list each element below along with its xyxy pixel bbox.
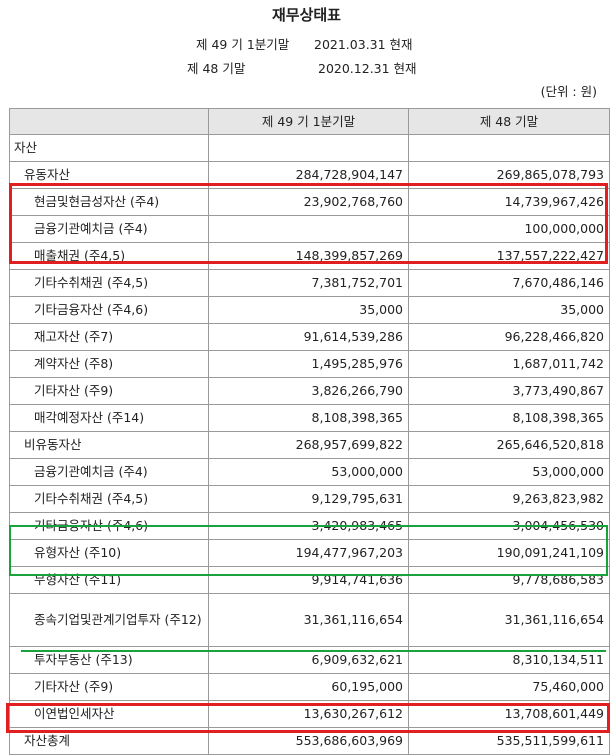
table-row: 금융기관예치금 (주4) 53,000,000 53,000,000 xyxy=(9,458,610,486)
balance-sheet-table: 제 49 기 1분기말 제 48 기말 자산 유동자산 284,728,904,… xyxy=(9,108,610,755)
row-prior: 75,460,000 xyxy=(408,673,610,701)
row-label: 자산 xyxy=(9,134,209,162)
row-prior: 265,646,520,818 xyxy=(408,431,610,459)
row-label: 재고자산 (주7) xyxy=(9,323,209,351)
table-row: 자산 xyxy=(9,134,610,162)
table-row: 매출채권 (주4,5) 148,399,857,269 137,557,222,… xyxy=(9,242,610,270)
table-row: 무형자산 (주11) 9,914,741,636 9,778,686,583 xyxy=(9,566,610,594)
row-prior: 269,865,078,793 xyxy=(408,161,610,189)
row-prior: 14,739,967,426 xyxy=(408,188,610,216)
row-label: 매각예정자산 (주14) xyxy=(9,404,209,432)
row-current: 268,957,699,822 xyxy=(208,431,409,459)
row-prior: 100,000,000 xyxy=(408,215,610,243)
row-label: 금융기관예치금 (주4) xyxy=(9,458,209,486)
row-current: 31,361,116,654 xyxy=(208,593,409,647)
table-row: 기타수취채권 (주4,5) 7,381,752,701 7,670,486,14… xyxy=(9,269,610,297)
row-label: 비유동자산 xyxy=(9,431,209,459)
row-label: 기타수취채권 (주4,5) xyxy=(9,485,209,513)
row-label: 기타금융자산 (주4,6) xyxy=(9,512,209,540)
table-row: 계약자산 (주8) 1,495,285,976 1,687,011,742 xyxy=(9,350,610,378)
statement-title: 재무상태표 xyxy=(271,6,341,24)
header-label xyxy=(9,108,209,135)
row-current: 35,000 xyxy=(208,296,409,324)
row-prior: 137,557,222,427 xyxy=(408,242,610,270)
row-label: 유동자산 xyxy=(9,161,209,189)
row-label: 계약자산 (주8) xyxy=(9,350,209,378)
row-current: 3,420,983,465 xyxy=(208,512,409,540)
row-prior: 53,000,000 xyxy=(408,458,610,486)
table-row: 기타금융자산 (주4,6) 3,420,983,465 3,004,456,53… xyxy=(9,512,610,540)
table-row: 종속기업및관계기업투자 (주12) 31,361,116,654 31,361,… xyxy=(9,593,610,647)
prior-period-label: 제 48 기말 xyxy=(187,61,246,76)
table-row: 기타수취채권 (주4,5) 9,129,795,631 9,263,823,98… xyxy=(9,485,610,513)
header-prior: 제 48 기말 xyxy=(408,108,610,135)
table-row: 이연법인세자산 13,630,267,612 13,708,601,449 xyxy=(9,700,610,728)
row-label: 기타금융자산 (주4,6) xyxy=(9,296,209,324)
table-row: 기타자산 (주9) 3,826,266,790 3,773,490,867 xyxy=(9,377,610,405)
row-label: 현금및현금성자산 (주4) xyxy=(9,188,209,216)
row-prior: 13,708,601,449 xyxy=(408,700,610,728)
row-label: 유형자산 (주10) xyxy=(9,539,209,567)
row-prior: 3,773,490,867 xyxy=(408,377,610,405)
row-current: 7,381,752,701 xyxy=(208,269,409,297)
row-current: 9,914,741,636 xyxy=(208,566,409,594)
row-current: 53,000,000 xyxy=(208,458,409,486)
row-prior: 9,778,686,583 xyxy=(408,566,610,594)
row-current: 91,614,539,286 xyxy=(208,323,409,351)
row-current: 3,826,266,790 xyxy=(208,377,409,405)
current-period-label: 제 49 기 1분기말 xyxy=(196,37,290,52)
table-header-row: 제 49 기 1분기말 제 48 기말 xyxy=(9,108,610,135)
row-label: 종속기업및관계기업투자 (주12) xyxy=(9,593,209,647)
header-current: 제 49 기 1분기말 xyxy=(208,108,409,135)
table-row: 유형자산 (주10) 194,477,967,203 190,091,241,1… xyxy=(9,539,610,567)
unit-label: (단위 : 원) xyxy=(540,84,597,99)
row-label: 기타자산 (주9) xyxy=(9,377,209,405)
table-row: 자산총계 553,686,603,969 535,511,599,611 xyxy=(9,727,610,755)
table-row: 재고자산 (주7) 91,614,539,286 96,228,466,820 xyxy=(9,323,610,351)
row-current: 8,108,398,365 xyxy=(208,404,409,432)
row-prior: 9,263,823,982 xyxy=(408,485,610,513)
row-current: 284,728,904,147 xyxy=(208,161,409,189)
row-current: 23,902,768,760 xyxy=(208,188,409,216)
row-label: 무형자산 (주11) xyxy=(9,566,209,594)
table-row: 유동자산 284,728,904,147 269,865,078,793 xyxy=(9,161,610,189)
row-label: 이연법인세자산 xyxy=(9,700,209,728)
row-prior: 96,228,466,820 xyxy=(408,323,610,351)
row-prior: 1,687,011,742 xyxy=(408,350,610,378)
row-label: 기타자산 (주9) xyxy=(9,673,209,701)
row-label: 자산총계 xyxy=(9,727,209,755)
table-row: 기타금융자산 (주4,6) 35,000 35,000 xyxy=(9,296,610,324)
row-current: 9,129,795,631 xyxy=(208,485,409,513)
row-prior: 190,091,241,109 xyxy=(408,539,610,567)
row-current: 148,399,857,269 xyxy=(208,242,409,270)
row-prior: 31,361,116,654 xyxy=(408,593,610,647)
current-period-date: 2021.03.31 현재 xyxy=(314,37,413,52)
row-prior: 35,000 xyxy=(408,296,610,324)
table-row: 현금및현금성자산 (주4) 23,902,768,760 14,739,967,… xyxy=(9,188,610,216)
row-prior: 535,511,599,611 xyxy=(408,727,610,755)
row-current: 553,686,603,969 xyxy=(208,727,409,755)
row-prior: 8,108,398,365 xyxy=(408,404,610,432)
table-row: 금융기관예치금 (주4) 100,000,000 xyxy=(9,215,610,243)
row-current: 1,495,285,976 xyxy=(208,350,409,378)
row-prior: 3,004,456,530 xyxy=(408,512,610,540)
row-current: 60,195,000 xyxy=(208,673,409,701)
row-current: 13,630,267,612 xyxy=(208,700,409,728)
row-prior: 7,670,486,146 xyxy=(408,269,610,297)
row-prior xyxy=(408,134,610,162)
table-row: 매각예정자산 (주14) 8,108,398,365 8,108,398,365 xyxy=(9,404,610,432)
row-current: 194,477,967,203 xyxy=(208,539,409,567)
table-row: 비유동자산 268,957,699,822 265,646,520,818 xyxy=(9,431,610,459)
table-row: 기타자산 (주9) 60,195,000 75,460,000 xyxy=(9,673,610,701)
highlight-underline-investment-property xyxy=(21,650,606,652)
row-current xyxy=(208,215,409,243)
row-label: 매출채권 (주4,5) xyxy=(9,242,209,270)
row-label: 기타수취채권 (주4,5) xyxy=(9,269,209,297)
row-label: 금융기관예치금 (주4) xyxy=(9,215,209,243)
prior-period-date: 2020.12.31 현재 xyxy=(318,61,417,76)
row-current xyxy=(208,134,409,162)
